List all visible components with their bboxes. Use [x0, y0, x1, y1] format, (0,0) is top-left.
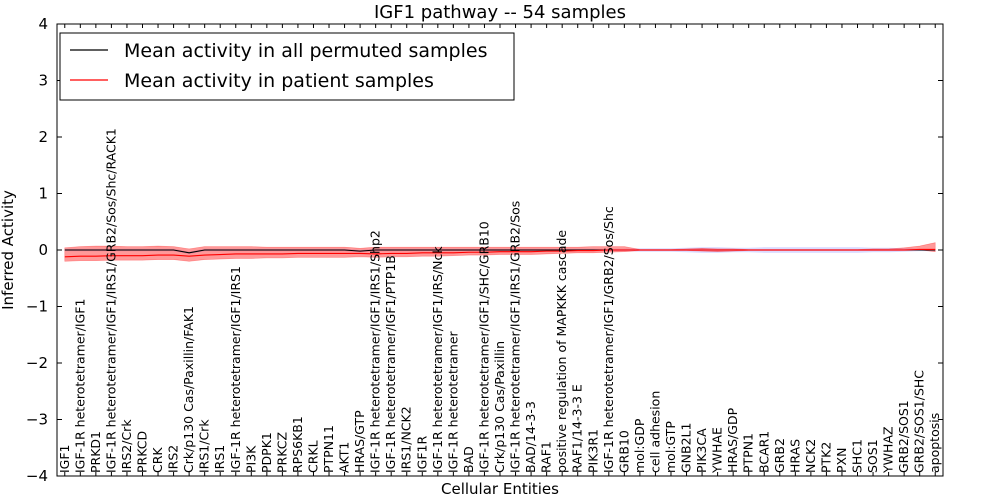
- x-tick-label: IGF-1R heterotetramer/IGF1/IRS1/GRB2/Sos: [508, 201, 523, 473]
- x-tick-label: BAD: [461, 446, 476, 473]
- x-tick-label: GRB10: [616, 430, 631, 473]
- x-axis-title: Cellular Entities: [441, 480, 559, 498]
- x-tick-label: apoptosis: [927, 413, 942, 473]
- y-tick-label: 4: [38, 15, 48, 33]
- x-tick-label: PDPK1: [259, 432, 274, 473]
- x-tick-label: CRKL: [305, 440, 320, 473]
- x-tick-label: IRS2: [166, 445, 181, 473]
- y-tick-label: −3: [26, 411, 48, 429]
- x-tick-label: PRKCZ: [274, 432, 289, 473]
- x-tick-label: PXN: [834, 448, 849, 473]
- x-tick-label: PTPN1: [741, 433, 756, 473]
- y-tick-label: −1: [26, 298, 48, 316]
- x-tick-label: IGF-1R heterotetramer/IGF1/IRS1/Shp2: [368, 230, 383, 473]
- x-tick-label: AKT1: [337, 442, 352, 473]
- x-tick-label: PTPN11: [321, 425, 336, 473]
- y-axis-title: Inferred Activity: [0, 190, 17, 310]
- y-tick-label: 3: [38, 72, 48, 90]
- x-tick-label: PI3K: [243, 445, 258, 473]
- legend: Mean activity in all permuted samples Me…: [59, 32, 515, 101]
- y-tick-label: 1: [38, 185, 48, 203]
- series-line-patient: [64, 248, 936, 258]
- x-tick-label: HRAS/GDP: [725, 407, 740, 473]
- x-tick-label: IGF-1R heterotetramer/IGF1/SHC/GRB10: [476, 221, 491, 473]
- x-tick-label: cell adhesion: [647, 391, 662, 473]
- y-tick-label: 2: [38, 128, 48, 146]
- x-tick-label: IGF1R: [414, 435, 429, 473]
- x-tick-label: SHC1: [850, 439, 865, 473]
- x-tick-label: GRB2: [772, 438, 787, 473]
- x-tick-label: IGF-1R heterotetramer/IGF1: [72, 299, 87, 473]
- x-tick-label: PRKCD: [134, 431, 149, 473]
- x-tick-label: IGF-1R heterotetramer: [445, 330, 460, 473]
- x-tick-label: HRAS: [787, 439, 802, 473]
- legend-patient-label: Mean activity in patient samples: [124, 70, 434, 92]
- x-tick-label: positive regulation of MAPKKK cascade: [554, 230, 569, 473]
- x-tick-label: IRS1/Crk: [197, 419, 212, 473]
- x-tick-label: GRB2/SOS1: [896, 400, 911, 473]
- x-tick-label: NCK2: [803, 439, 818, 473]
- chart-title: IGF1 pathway -- 54 samples: [374, 2, 626, 23]
- x-tick-label: GRB2/SOS1/SHC: [912, 370, 927, 473]
- x-tick-label: mol:GDP: [632, 418, 647, 473]
- x-tick-label: SOS1: [865, 439, 880, 473]
- x-tick-label: PIK3R1: [585, 429, 600, 473]
- x-tick-label: IGF-1R heterotetramer/IGF1/IRS1/GRB2/Sos…: [103, 128, 118, 473]
- x-tick-label: PTK2: [818, 442, 833, 473]
- x-tick-label: HRAS/GTP: [352, 410, 367, 473]
- y-tick-label: −4: [26, 467, 48, 485]
- x-tick-label: RAF1: [539, 441, 554, 473]
- x-tick-label: CRK: [150, 447, 165, 473]
- x-tick-label: Crk/p130 Cas/Paxillin/FAK1: [181, 306, 196, 473]
- x-tick-label: PRKD1: [88, 431, 103, 473]
- x-tick-label: YWHAZ: [881, 426, 896, 474]
- x-tick-label: IRS1: [212, 445, 227, 473]
- x-tick-label: IGF-1R heterotetramer/IGF1/GRB2/Sos/Shc: [601, 206, 616, 473]
- x-tick-label: BAD/14-3-3: [523, 401, 538, 473]
- x-tick-label: RAF1/14-3-3 E: [570, 384, 585, 473]
- y-tick-label: 0: [38, 241, 48, 259]
- legend-box: [59, 32, 515, 101]
- x-tick-label: IRS1/NCK2: [399, 406, 414, 473]
- x-tick-label: IGF-1R heterotetramer/IGF1/IRS1: [228, 266, 243, 473]
- permuted-confidence-band: [64, 247, 936, 254]
- x-tick-label: GNB2L1: [679, 423, 694, 473]
- x-tick-label: RPS6KB1: [290, 416, 305, 473]
- legend-permuted-label: Mean activity in all permuted samples: [124, 40, 487, 62]
- y-tick-label: −2: [26, 354, 48, 372]
- x-tick-label: YWHAE: [710, 427, 725, 474]
- x-tick-label: PIK3CA: [694, 428, 709, 473]
- x-tick-label: IGF1: [57, 444, 72, 473]
- x-tick-label: mol:GTP: [663, 421, 678, 473]
- x-tick-label: IGF-1R heterotetramer/IGF1/PTP1B: [383, 255, 398, 473]
- x-tick-label: BCAR1: [756, 431, 771, 473]
- x-tick-label: Crk/p130 Cas/Paxillin: [492, 341, 507, 473]
- x-tick-label: IRS2/Crk: [119, 419, 134, 473]
- x-tick-label: IGF-1R heterotetramer/IGF1/IRS/Nck: [430, 246, 445, 473]
